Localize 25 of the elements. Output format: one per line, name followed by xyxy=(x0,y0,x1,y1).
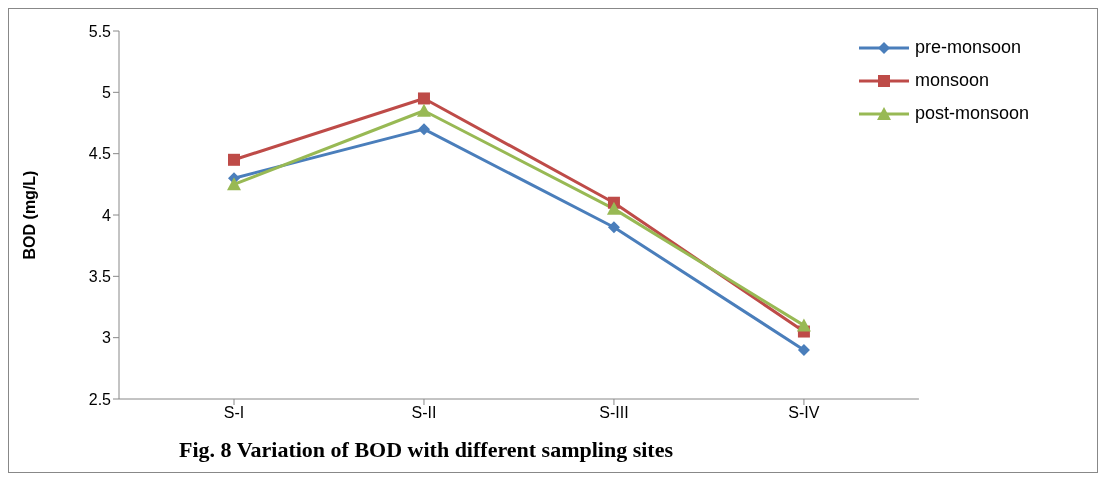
point xyxy=(796,318,811,332)
legend-label: post-monsoon xyxy=(914,103,1029,124)
y-tick-label: 2.5 xyxy=(88,390,112,408)
point xyxy=(228,153,240,166)
point xyxy=(607,221,620,234)
legend-label: pre-monsoon xyxy=(914,37,1021,58)
y-tick-label: 5.5 xyxy=(88,22,112,40)
x-tick-label: S-IV xyxy=(788,404,820,422)
point xyxy=(416,103,431,117)
y-tick-label: 3 xyxy=(102,329,112,347)
point xyxy=(227,177,241,191)
point xyxy=(606,201,621,215)
y-axis-title: BOD (mg/L) xyxy=(20,170,38,260)
x-tick-label: S-II xyxy=(411,404,437,422)
y-tick-label: 3.5 xyxy=(88,268,112,286)
y-tick-label: 4 xyxy=(102,206,112,224)
y-tick-label: 5 xyxy=(102,84,112,102)
text: Fig. 8 Variation of BOD with different sampling sites xyxy=(179,437,674,463)
x-tick-label: S-III xyxy=(599,404,629,422)
x-tick-label: S-I xyxy=(223,404,245,422)
point xyxy=(417,123,430,136)
y-tick-label: 4.5 xyxy=(88,145,112,163)
legend-label: monsoon xyxy=(914,70,989,91)
point xyxy=(797,343,810,356)
point xyxy=(417,92,430,105)
